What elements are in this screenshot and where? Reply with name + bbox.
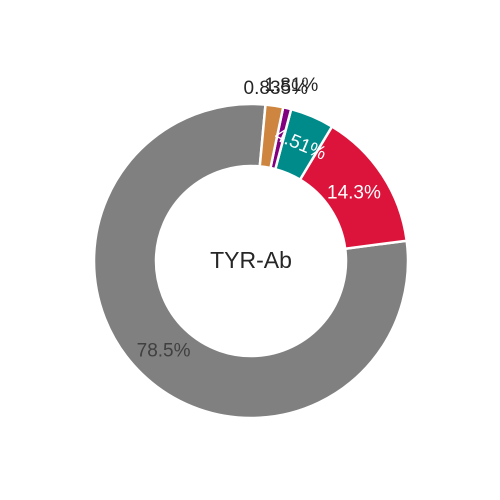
labels-group: 78.5%14.3%4.51%0.835%1.81% <box>137 75 381 362</box>
slice-value-label: 0.835% <box>244 78 309 99</box>
slices-group <box>92 102 410 420</box>
slice-value-label: 14.3% <box>327 183 381 204</box>
center-label: TYR-Ab <box>210 247 292 273</box>
slice-value-label: 1.81% <box>264 75 318 96</box>
donut-slice <box>92 102 410 420</box>
donut-slice <box>258 103 285 170</box>
slice-value-label: 78.5% <box>137 341 191 362</box>
